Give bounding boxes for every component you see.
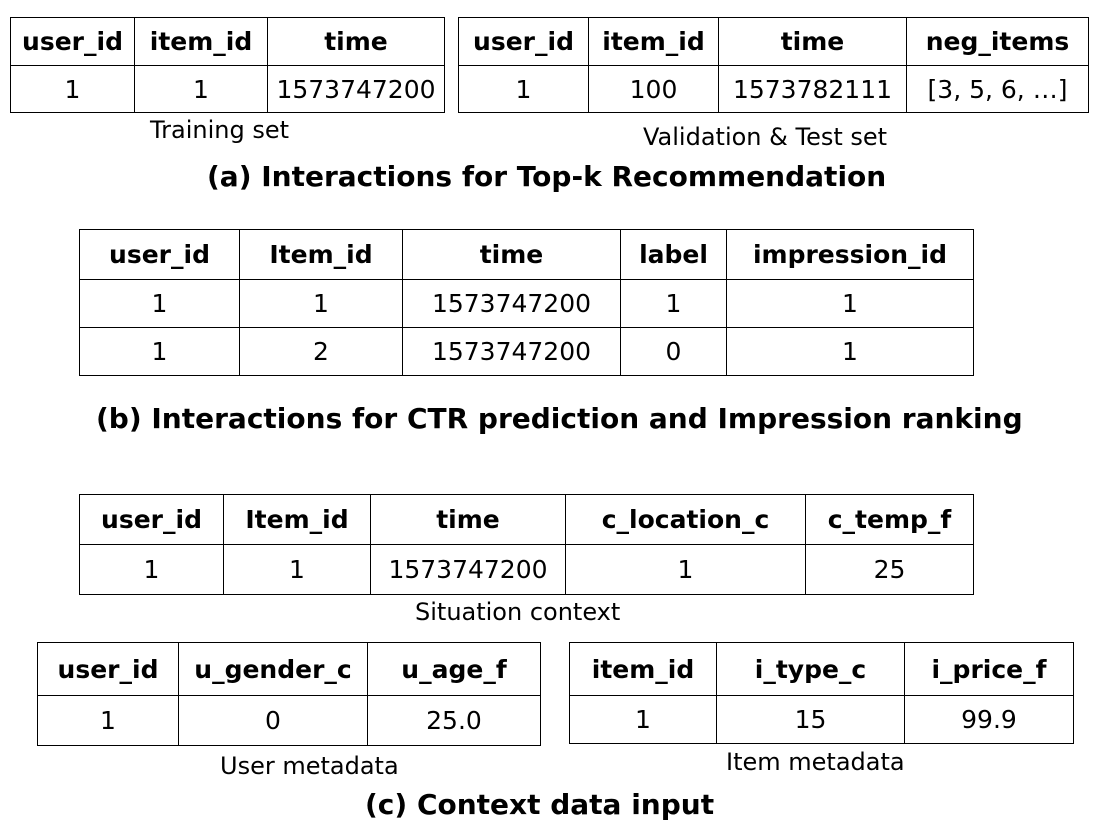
table-cell: 1573747200 [402, 327, 621, 376]
table-header-row: user_id item_id time [10, 17, 445, 66]
table-cell: 1 [620, 279, 727, 328]
table-row: 1 100 1573782111 [3, 5, 6, …] [458, 65, 1089, 113]
header-cell: item_id [569, 642, 717, 696]
header-cell: c_location_c [565, 494, 806, 545]
table-cell: 1 [10, 65, 135, 113]
header-cell: time [402, 229, 621, 280]
user-metadata-caption: User metadata [220, 752, 399, 780]
table-cell: [3, 5, 6, …] [906, 65, 1089, 113]
table-cell: 100 [588, 65, 719, 113]
table-cell: 1 [569, 695, 717, 744]
header-cell: time [267, 17, 445, 66]
table-cell: 1573782111 [718, 65, 907, 113]
table-cell: 1 [79, 544, 224, 595]
table-cell: 1 [79, 279, 240, 328]
header-cell: item_id [134, 17, 268, 66]
table-row: 1 1 1573747200 1 1 [79, 279, 974, 328]
header-cell: user_id [10, 17, 135, 66]
table-cell: 15 [716, 695, 905, 744]
header-cell: c_temp_f [805, 494, 974, 545]
table-cell: 1 [79, 327, 240, 376]
ctr-interactions-table: user_id Item_id time label impression_id… [79, 229, 974, 376]
header-cell: time [370, 494, 566, 545]
table-cell: 1573747200 [402, 279, 621, 328]
header-cell: Item_id [223, 494, 371, 545]
header-cell: Item_id [239, 229, 403, 280]
user-metadata-table: user_id u_gender_c u_age_f 1 0 25.0 [37, 642, 541, 746]
table-cell: 2 [239, 327, 403, 376]
table-cell: 1 [134, 65, 268, 113]
header-cell: u_gender_c [178, 642, 368, 696]
table-header-row: user_id Item_id time c_location_c c_temp… [79, 494, 974, 545]
header-cell: impression_id [726, 229, 974, 280]
header-cell: i_price_f [904, 642, 1074, 696]
validation-test-set-caption: Validation & Test set [643, 123, 888, 151]
situation-context-caption: Situation context [415, 598, 621, 626]
table-cell: 1 [726, 327, 974, 376]
header-cell: user_id [79, 494, 224, 545]
table-cell: 25 [805, 544, 974, 595]
table-row: 1 0 25.0 [37, 695, 541, 746]
section-b-title: (b) Interactions for CTR prediction and … [96, 402, 1023, 435]
table-cell: 0 [178, 695, 368, 746]
table-header-row: user_id item_id time neg_items [458, 17, 1089, 66]
table-cell: 1 [37, 695, 179, 746]
header-cell: u_age_f [367, 642, 541, 696]
item-metadata-caption: Item metadata [726, 748, 905, 776]
table-cell: 1573747200 [370, 544, 566, 595]
header-cell: neg_items [906, 17, 1089, 66]
item-metadata-table: item_id i_type_c i_price_f 1 15 99.9 [569, 642, 1074, 744]
table-cell: 1 [726, 279, 974, 328]
table-row: 1 2 1573747200 0 1 [79, 327, 974, 376]
section-c-title: (c) Context data input [365, 788, 715, 821]
table-row: 1 1 1573747200 [10, 65, 445, 113]
table-cell: 1573747200 [267, 65, 445, 113]
table-header-row: user_id Item_id time label impression_id [79, 229, 974, 280]
table-header-row: user_id u_gender_c u_age_f [37, 642, 541, 696]
header-cell: label [620, 229, 727, 280]
header-cell: i_type_c [716, 642, 905, 696]
header-cell: time [718, 17, 907, 66]
header-cell: user_id [458, 17, 589, 66]
table-cell: 1 [239, 279, 403, 328]
table-header-row: item_id i_type_c i_price_f [569, 642, 1074, 696]
section-a-title: (a) Interactions for Top-k Recommendatio… [207, 160, 887, 193]
training-set-caption: Training set [150, 116, 290, 144]
header-cell: user_id [37, 642, 179, 696]
training-set-table: user_id item_id time 1 1 1573747200 [10, 17, 445, 113]
table-cell: 25.0 [367, 695, 541, 746]
table-cell: 0 [620, 327, 727, 376]
table-cell: 1 [223, 544, 371, 595]
table-row: 1 1 1573747200 1 25 [79, 544, 974, 595]
table-cell: 99.9 [904, 695, 1074, 744]
situation-context-table: user_id Item_id time c_location_c c_temp… [79, 494, 974, 595]
table-row: 1 15 99.9 [569, 695, 1074, 744]
validation-test-set-table: user_id item_id time neg_items 1 100 157… [458, 17, 1089, 113]
table-cell: 1 [565, 544, 806, 595]
header-cell: user_id [79, 229, 240, 280]
header-cell: item_id [588, 17, 719, 66]
table-cell: 1 [458, 65, 589, 113]
